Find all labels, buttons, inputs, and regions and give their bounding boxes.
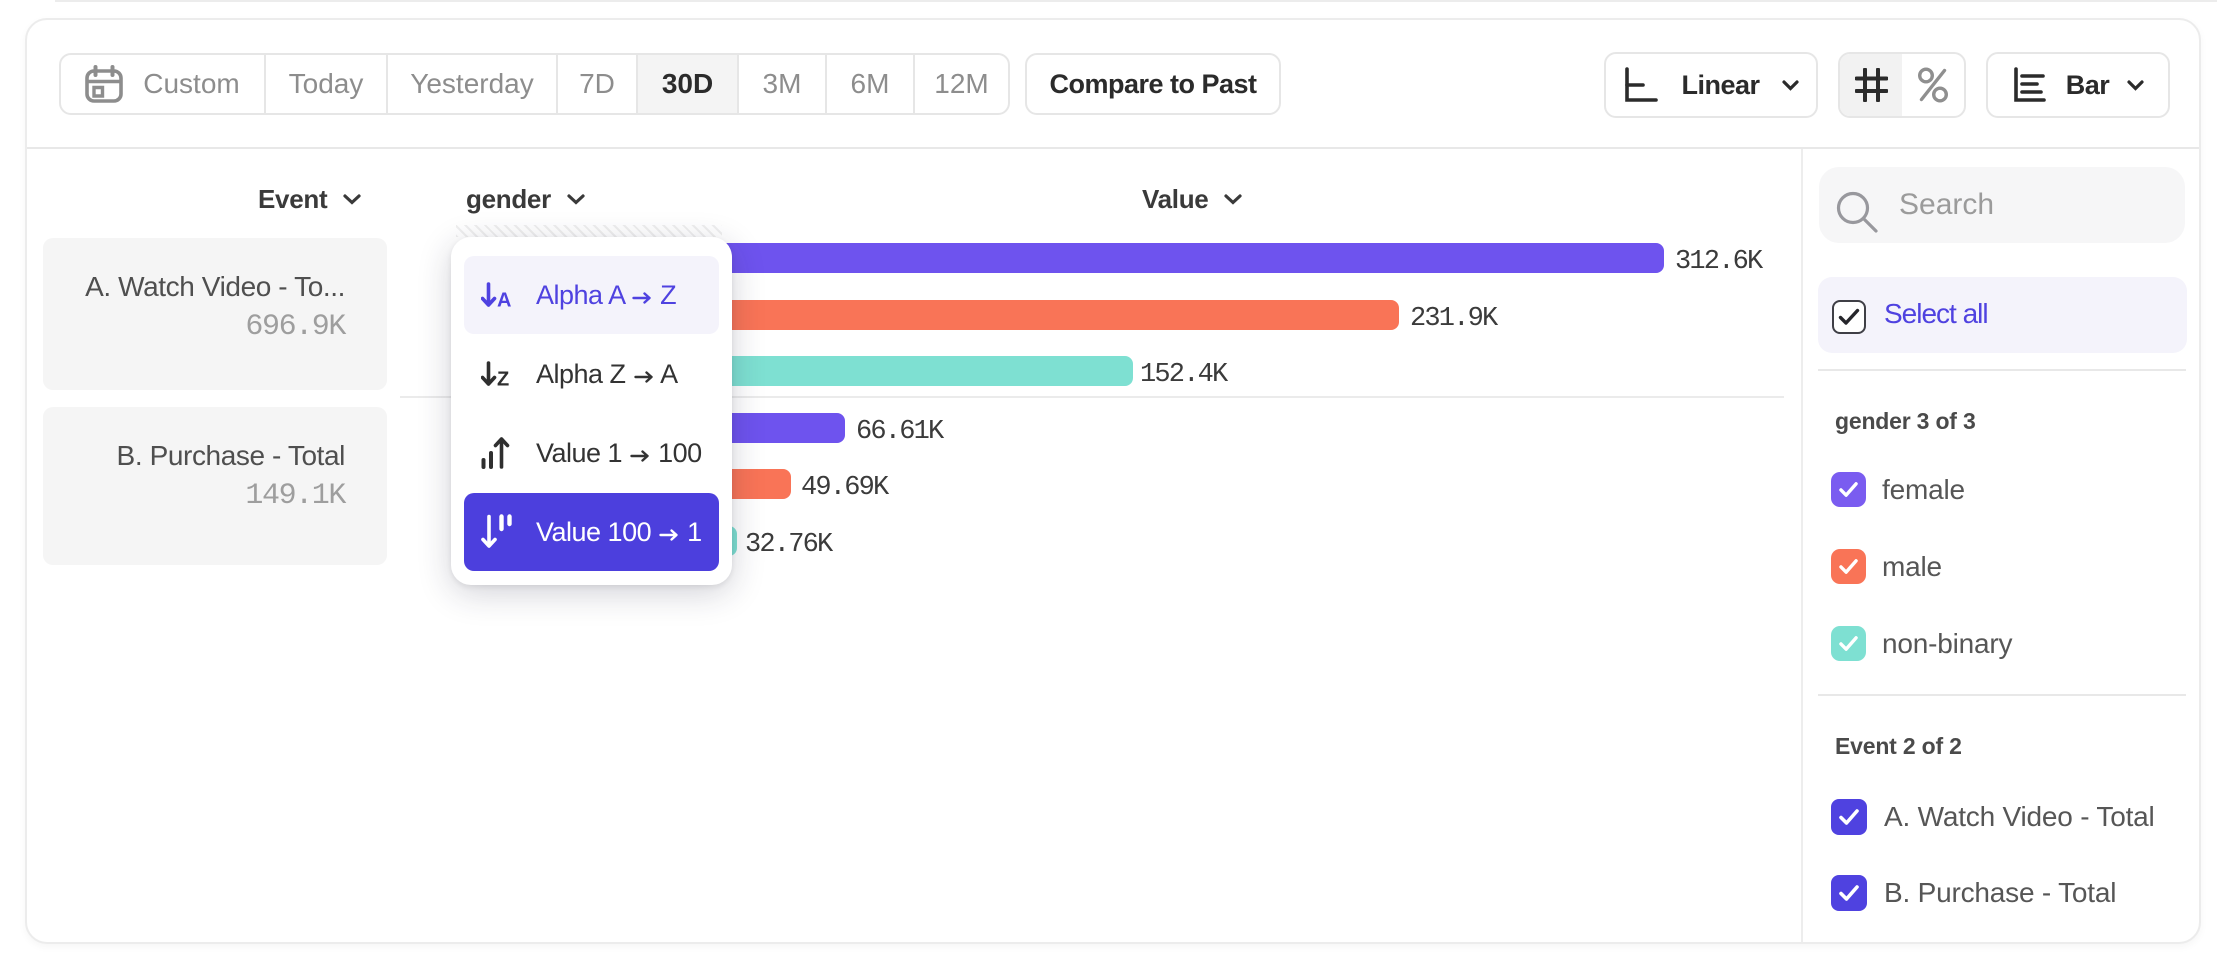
svg-text:Z: Z xyxy=(497,368,509,388)
svg-text:A: A xyxy=(497,289,511,309)
